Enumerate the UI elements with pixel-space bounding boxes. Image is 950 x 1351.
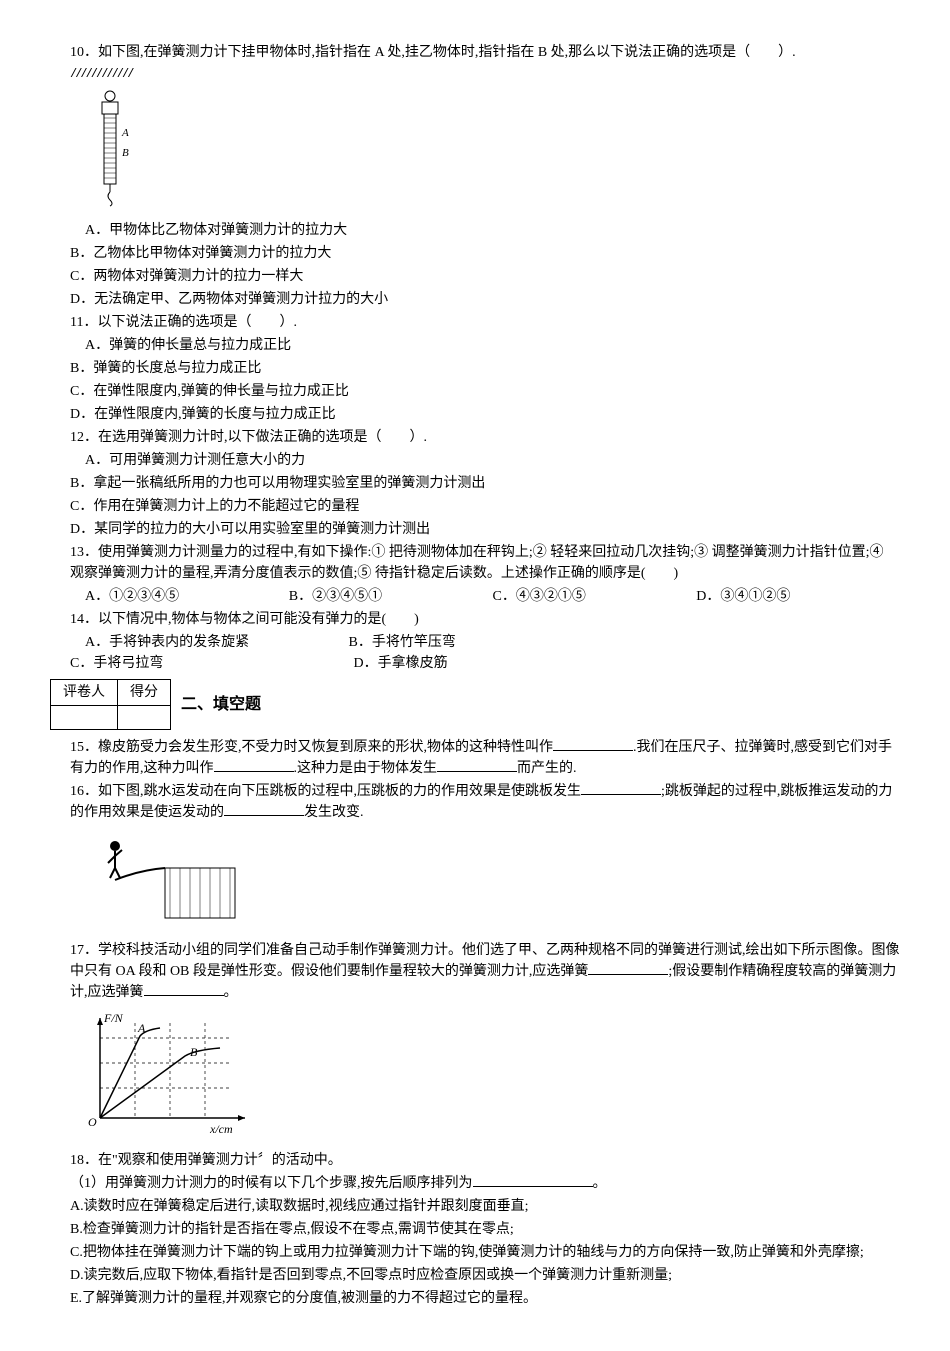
score-col-score: 得分 — [118, 680, 171, 706]
question-15: 15．橡皮筋受力会发生形变,不受力时又恢复到原来的形状,物体的这种特性叫作.我们… — [50, 737, 900, 779]
blank — [214, 758, 294, 772]
diving-figure — [80, 828, 900, 935]
q14-option-d: D．手拿橡皮筋 — [354, 656, 448, 671]
q13-option-a: A．①②③④⑤ — [85, 586, 289, 607]
question-16: 16．如下图,跳水运发动在向下压跳板的过程中,压跳板的力的作用效果是使跳板发生;… — [50, 781, 900, 823]
q10-text: 10．如下图,在弹簧测力计下挂甲物体时,指针指在 A 处,挂乙物体时,指针指在 … — [70, 45, 796, 60]
question-18: 18．在"观察和使用弹簧测力计〞的活动中。 — [50, 1150, 900, 1171]
question-12: 12．在选用弹簧测力计时,以下做法正确的选项是（ ）. — [50, 427, 900, 448]
section-2-title: 二、填空题 — [171, 693, 261, 717]
svg-text:A: A — [121, 127, 129, 139]
q10-option-a: A．甲物体比乙物体对弹簧测力计的拉力大 — [50, 220, 900, 241]
q18-option-a: A.读数时应在弹簧稳定后进行,读取数据时,视线应通过指针并跟刻度面垂直; — [50, 1196, 900, 1217]
q12-option-c: C．作用在弹簧测力计上的力不能超过它的量程 — [50, 496, 900, 517]
q18-option-c: C.把物体挂在弹簧测力计下端的钩上或用力拉弹簧测力计下端的钩,使弹簧测力计的轴线… — [50, 1242, 900, 1263]
q14-option-a: A．手将钟表内的发条旋紧 — [85, 632, 345, 653]
score-table: 评卷人 得分 — [50, 679, 171, 730]
blank — [224, 802, 304, 816]
score-col-reviewer: 评卷人 — [51, 680, 118, 706]
blank — [553, 737, 633, 751]
section-2-header: 评卷人 得分 二、填空题 — [50, 674, 900, 735]
blank — [144, 982, 224, 996]
q13-option-b: B．②③④⑤① — [289, 586, 493, 607]
q11-option-a: A．弹簧的伸长量总与拉力成正比 — [50, 335, 900, 356]
ceiling-hatch: //////////// — [50, 65, 900, 83]
blank — [588, 961, 668, 975]
q18-option-d: D.读完数后,应取下物体,看指针是否回到零点,不回零点时应检查原因或换一个弹簧测… — [50, 1265, 900, 1286]
q12-option-d: D．某同学的拉力的大小可以用实验室里的弹簧测力计测出 — [50, 519, 900, 540]
q14-row1: A．手将钟表内的发条旋紧 B．手将竹竿压弯 — [50, 632, 900, 653]
q13-options: A．①②③④⑤ B．②③④⑤① C．④③②①⑤ D．③④①②⑤ — [50, 586, 900, 607]
svg-text:B: B — [190, 1045, 198, 1059]
blank — [581, 781, 661, 795]
spring-scale-figure: A B — [80, 88, 900, 215]
q18-option-b: B.检查弹簧测力计的指针是否指在零点,假设不在零点,需调节使其在零点; — [50, 1219, 900, 1240]
question-13: 13．使用弹簧测力计测量力的过程中,有如下操作:① 把待测物体加在秤钩上;② 轻… — [50, 542, 900, 584]
q18-option-e: E.了解弹簧测力计的量程,并观察它的分度值,被测量的力不得超过它的量程。 — [50, 1288, 900, 1309]
q11-option-c: C．在弹性限度内,弹簧的伸长量与拉力成正比 — [50, 381, 900, 402]
question-10: 10．如下图,在弹簧测力计下挂甲物体时,指针指在 A 处,挂乙物体时,指针指在 … — [50, 42, 900, 63]
svg-text:O: O — [88, 1115, 97, 1129]
spring-graph: A B O F/N x/cm — [80, 1008, 900, 1145]
q10-option-d: D．无法确定甲、乙两物体对弹簧测力计拉力的大小 — [50, 289, 900, 310]
svg-text:F/N: F/N — [103, 1011, 124, 1025]
question-14: 14．以下情况中,物体与物体之间可能没有弹力的是( ) — [50, 609, 900, 630]
blank — [437, 758, 517, 772]
q13-option-c: C．④③②①⑤ — [493, 586, 697, 607]
q10-option-c: C．两物体对弹簧测力计的拉力一样大 — [50, 266, 900, 287]
q13-option-d: D．③④①②⑤ — [696, 586, 900, 607]
q14-option-c: C．手将弓拉弯 — [70, 653, 350, 674]
q12-option-a: A．可用弹簧测力计测任意大小的力 — [50, 450, 900, 471]
svg-text:B: B — [122, 147, 129, 159]
q10-option-b: B．乙物体比甲物体对弹簧测力计的拉力大 — [50, 243, 900, 264]
q11-option-d: D．在弹性限度内,弹簧的长度与拉力成正比 — [50, 404, 900, 425]
q14-option-b: B．手将竹竿压弯 — [349, 635, 456, 650]
svg-text:A: A — [137, 1021, 146, 1035]
blank — [473, 1173, 593, 1187]
q12-option-b: B．拿起一张稿纸所用的力也可以用物理实验室里的弹簧测力计测出 — [50, 473, 900, 494]
question-17: 17．学校科技活动小组的同学们准备自己动手制作弹簧测力计。他们选了甲、乙两种规格… — [50, 940, 900, 1003]
q14-row2: C．手将弓拉弯 D．手拿橡皮筋 — [50, 653, 900, 674]
question-11: 11．以下说法正确的选项是（ ）. — [50, 312, 900, 333]
q11-option-b: B．弹簧的长度总与拉力成正比 — [50, 358, 900, 379]
q18-sub1: （1）用弹簧测力计测力的时候有以下几个步骤,按先后顺序排列为。 — [50, 1173, 900, 1194]
svg-text:x/cm: x/cm — [209, 1122, 233, 1136]
